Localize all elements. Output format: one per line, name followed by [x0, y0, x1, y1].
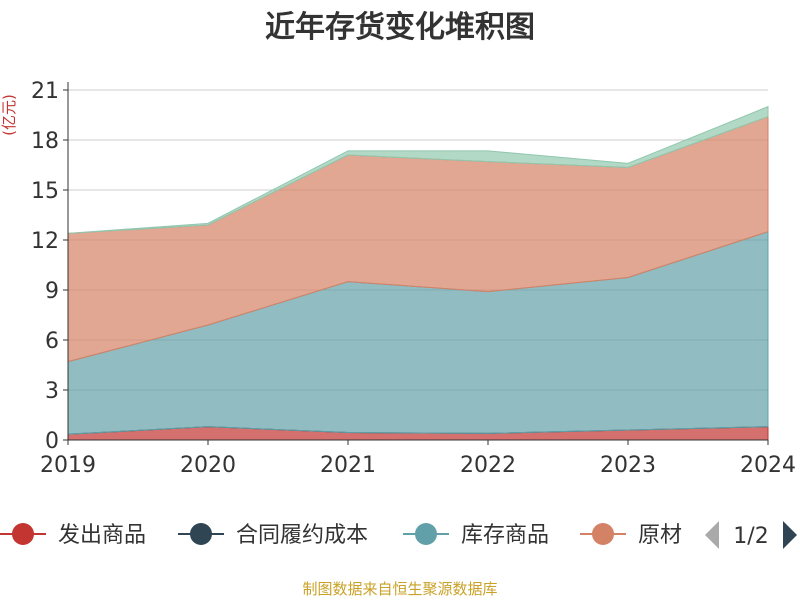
- legend-next-icon[interactable]: [783, 521, 797, 549]
- y-tick-label: 18: [31, 129, 59, 154]
- x-tick-label: 2020: [180, 453, 236, 478]
- legend-marker: [190, 523, 212, 545]
- series-areas: [67, 105, 769, 441]
- legend-marker: [415, 523, 437, 545]
- legend-marker: [12, 523, 34, 545]
- legend-prev-icon[interactable]: [705, 521, 719, 549]
- legend-item[interactable]: 库存商品: [403, 523, 549, 548]
- x-tick-label: 2019: [40, 453, 96, 478]
- legend-label: 合同履约成本: [236, 523, 368, 548]
- x-tick-label: 2021: [320, 453, 376, 478]
- y-tick-label: 3: [45, 379, 59, 404]
- chart-title: 近年存货变化堆积图: [265, 10, 535, 45]
- x-tick-label: 2023: [600, 453, 656, 478]
- series-area-4: [67, 105, 769, 234]
- y-tick-label: 0: [45, 429, 59, 454]
- y-tick-label: 12: [31, 229, 59, 254]
- legend-marker: [592, 523, 614, 545]
- legend-item[interactable]: 发出商品: [0, 523, 146, 548]
- y-tick-label: 6: [45, 329, 59, 354]
- legend[interactable]: 发出商品 合同履约成本 库存商品 原材: [0, 523, 682, 548]
- legend-label: 发出商品: [58, 523, 146, 548]
- y-axis-label: (亿元): [0, 94, 18, 136]
- legend-page-indicator: 1/2: [733, 524, 768, 549]
- y-tick-label: 9: [45, 279, 59, 304]
- legend-pager[interactable]: 1/2: [705, 521, 797, 549]
- x-tick-label: 2022: [460, 453, 516, 478]
- legend-label: 原材: [638, 523, 682, 548]
- y-tick-label: 21: [31, 79, 59, 104]
- axes: [63, 82, 769, 445]
- y-tick-label: 15: [31, 179, 59, 204]
- data-source-note: 制图数据来自恒生聚源数据库: [302, 580, 497, 598]
- legend-item[interactable]: 合同履约成本: [178, 523, 368, 548]
- legend-label: 库存商品: [461, 523, 549, 548]
- x-tick-label: 2024: [740, 453, 796, 478]
- x-tick-labels: 2019 2020 2021 2022 2023 2024: [40, 453, 796, 478]
- legend-item[interactable]: 原材: [580, 523, 682, 548]
- y-tick-labels: 0 3 6 9 12 15 18 21: [31, 79, 59, 454]
